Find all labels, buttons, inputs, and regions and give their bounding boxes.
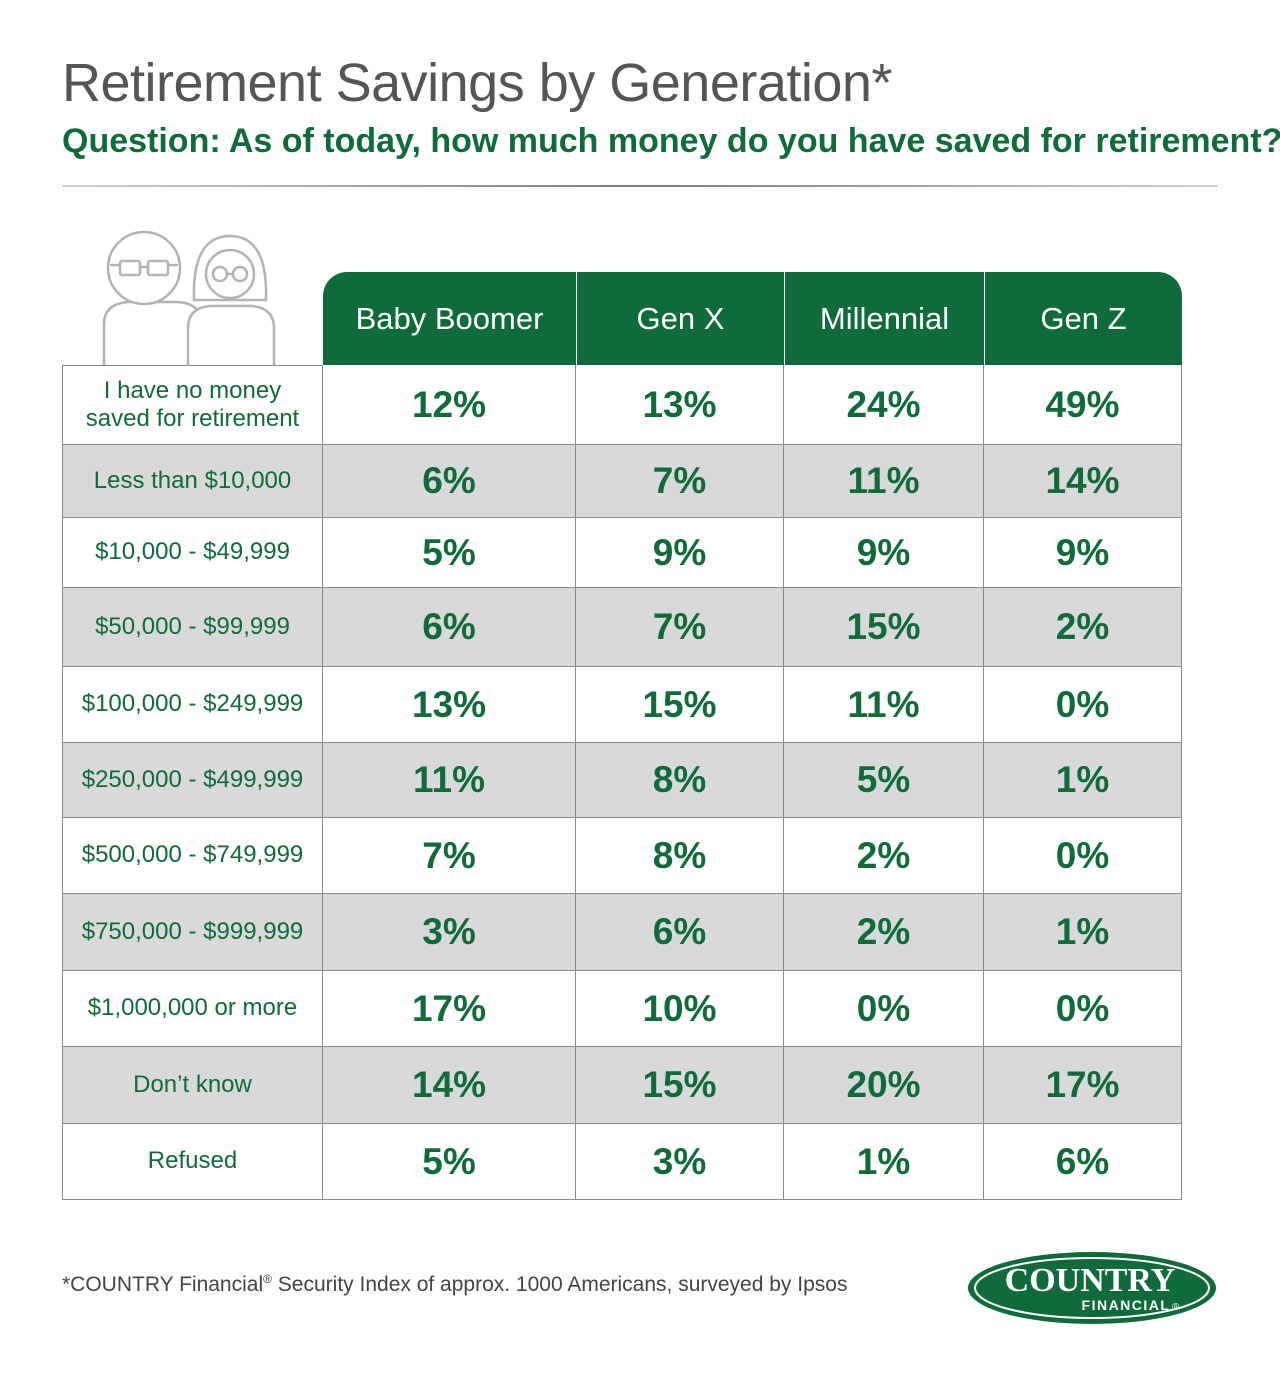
table-row: $250,000 - $499,999 11% 8% 5% 1% xyxy=(62,743,1182,818)
row-label: $1,000,000 or more xyxy=(62,971,323,1047)
row-label: $250,000 - $499,999 xyxy=(62,743,323,818)
table-row: $50,000 - $99,999 6% 7% 15% 2% xyxy=(62,588,1182,667)
value-cell: 17% xyxy=(323,971,576,1047)
value-cell: 9% xyxy=(984,518,1182,588)
value-cell: 14% xyxy=(323,1047,576,1124)
couple-icon xyxy=(102,230,276,366)
savings-table: Baby Boomer Gen X Millennial Gen Z I hav… xyxy=(62,272,1182,1200)
value-cell: 15% xyxy=(576,1047,784,1124)
value-cell: 11% xyxy=(323,743,576,818)
value-cell: 6% xyxy=(323,445,576,518)
table-row: Less than $10,000 6% 7% 11% 14% xyxy=(62,445,1182,518)
logo-subtitle: FINANCIAL xyxy=(1082,1297,1171,1313)
table-row: $500,000 - $749,999 7% 8% 2% 0% xyxy=(62,818,1182,894)
row-label: Don’t know xyxy=(62,1047,323,1124)
footnote-source: *COUNTRY Financial xyxy=(62,1273,264,1296)
row-label: $10,000 - $49,999 xyxy=(62,518,323,588)
value-cell: 15% xyxy=(784,588,984,667)
value-cell: 24% xyxy=(784,365,984,445)
value-cell: 8% xyxy=(576,818,784,894)
value-cell: 6% xyxy=(576,894,784,971)
source-footnote: *COUNTRY Financial® Security Index of ap… xyxy=(62,1272,847,1297)
value-cell: 2% xyxy=(784,894,984,971)
value-cell: 7% xyxy=(576,588,784,667)
table-row: $750,000 - $999,999 3% 6% 2% 1% xyxy=(62,894,1182,971)
footnote-description: Security Index of approx. 1000 Americans… xyxy=(271,1273,848,1296)
value-cell: 0% xyxy=(984,971,1182,1047)
value-cell: 3% xyxy=(576,1124,784,1200)
table-row: Refused 5% 3% 1% 6% xyxy=(62,1124,1182,1200)
table-row: $1,000,000 or more 17% 10% 0% 0% xyxy=(62,971,1182,1047)
value-cell: 0% xyxy=(984,818,1182,894)
value-cell: 15% xyxy=(576,667,784,743)
value-cell: 0% xyxy=(984,667,1182,743)
row-label: $750,000 - $999,999 xyxy=(62,894,323,971)
value-cell: 5% xyxy=(784,743,984,818)
value-cell: 6% xyxy=(323,588,576,667)
value-cell: 11% xyxy=(784,667,984,743)
value-cell: 17% xyxy=(984,1047,1182,1124)
row-label: $50,000 - $99,999 xyxy=(62,588,323,667)
column-header-millennial: Millennial xyxy=(784,272,984,365)
value-cell: 14% xyxy=(984,445,1182,518)
value-cell: 12% xyxy=(323,365,576,445)
column-header-gen-z: Gen Z xyxy=(984,272,1182,365)
table-row: $10,000 - $49,999 5% 9% 9% 9% xyxy=(62,518,1182,588)
value-cell: 6% xyxy=(984,1124,1182,1200)
column-header-gen-x: Gen X xyxy=(576,272,784,365)
value-cell: 8% xyxy=(576,743,784,818)
survey-question: Question: As of today, how much money do… xyxy=(62,122,1280,160)
column-header-baby-boomer: Baby Boomer xyxy=(323,272,576,365)
value-cell: 1% xyxy=(784,1124,984,1200)
value-cell: 7% xyxy=(576,445,784,518)
row-label: $500,000 - $749,999 xyxy=(62,818,323,894)
value-cell: 13% xyxy=(323,667,576,743)
logo-registered-mark: ® xyxy=(1172,1302,1180,1313)
title-divider xyxy=(62,185,1218,187)
registered-mark: ® xyxy=(263,1272,272,1286)
value-cell: 11% xyxy=(784,445,984,518)
page-title: Retirement Savings by Generation* xyxy=(62,53,892,113)
value-cell: 0% xyxy=(784,971,984,1047)
value-cell: 1% xyxy=(984,894,1182,971)
table-row: Don’t know 14% 15% 20% 17% xyxy=(62,1047,1182,1124)
value-cell: 1% xyxy=(984,743,1182,818)
value-cell: 49% xyxy=(984,365,1182,445)
value-cell: 9% xyxy=(784,518,984,588)
logo-wordmark: COUNTRY xyxy=(1005,1262,1176,1299)
table-row: $100,000 - $249,999 13% 15% 11% 0% xyxy=(62,667,1182,743)
value-cell: 7% xyxy=(323,818,576,894)
row-label: Refused xyxy=(62,1124,323,1200)
value-cell: 2% xyxy=(784,818,984,894)
table-row: I have no money saved for retirement 12%… xyxy=(62,365,1182,445)
value-cell: 5% xyxy=(323,518,576,588)
value-cell: 3% xyxy=(323,894,576,971)
value-cell: 10% xyxy=(576,971,784,1047)
value-cell: 5% xyxy=(323,1124,576,1200)
value-cell: 2% xyxy=(984,588,1182,667)
value-cell: 20% xyxy=(784,1047,984,1124)
value-cell: 13% xyxy=(576,365,784,445)
row-label: Less than $10,000 xyxy=(62,445,323,518)
table-corner xyxy=(62,272,323,365)
country-financial-logo: COUNTRY FINANCIAL ® xyxy=(968,1252,1216,1324)
row-label: I have no money saved for retirement xyxy=(62,365,323,445)
row-label: $100,000 - $249,999 xyxy=(62,667,323,743)
value-cell: 9% xyxy=(576,518,784,588)
